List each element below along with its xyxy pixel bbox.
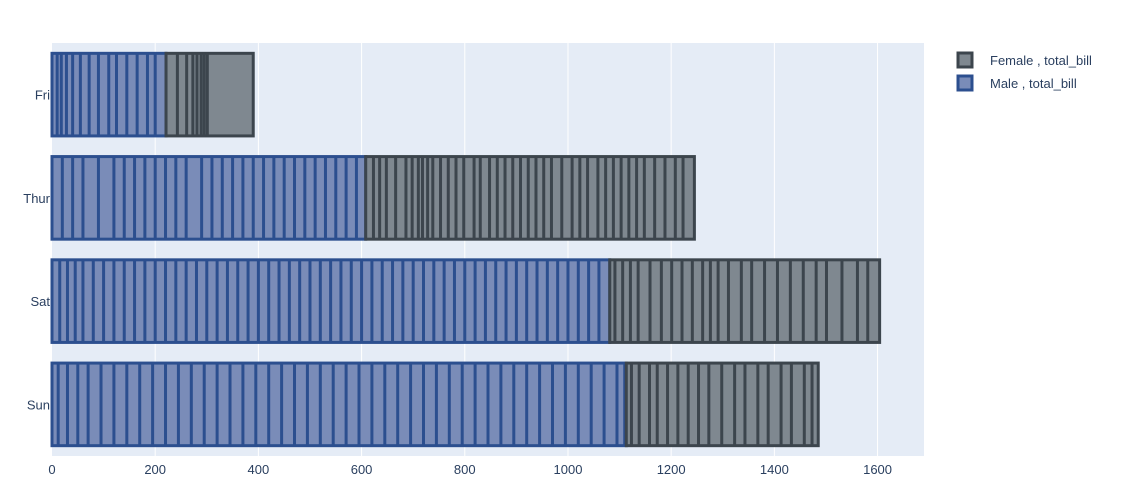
x-tick-label-8: 1600 xyxy=(863,462,892,477)
bar-fill-male-sun xyxy=(50,361,628,448)
legend-item-female[interactable]: Female , total_bill xyxy=(956,51,1092,69)
x-tick-label-2: 400 xyxy=(248,462,270,477)
bar-male-fri xyxy=(50,51,168,138)
bar-male-thur xyxy=(50,155,368,241)
x-axis: 0 200 400 600 800 1000 1200 1400 1600 xyxy=(48,462,892,477)
y-tick-label-sun: Sun xyxy=(27,397,50,412)
bar-fill-female-thur xyxy=(364,155,696,241)
bar-fill-female-fri xyxy=(164,51,255,138)
x-tick-label-1: 200 xyxy=(144,462,166,477)
y-tick-label-sat: Sat xyxy=(30,294,50,309)
bar-female-sun xyxy=(624,361,820,448)
bar-female-sat xyxy=(608,258,882,344)
legend-label-female: Female , total_bill xyxy=(990,53,1092,68)
legend-label-male: Male , total_bill xyxy=(990,76,1077,91)
legend-swatch-female xyxy=(956,51,974,69)
bar-female-thur xyxy=(364,155,696,241)
bar-female-fri xyxy=(164,51,255,138)
bar-male-sat xyxy=(50,258,612,344)
x-tick-label-6: 1200 xyxy=(657,462,686,477)
x-tick-label-7: 1400 xyxy=(760,462,789,477)
legend-item-male[interactable]: Male , total_bill xyxy=(956,74,1077,92)
y-axis: Fri Thur Sat Sun xyxy=(23,88,50,413)
x-tick-label-3: 600 xyxy=(351,462,373,477)
y-tick-label-thur: Thur xyxy=(23,191,50,206)
bar-layer xyxy=(50,51,882,448)
legend-swatch-male xyxy=(956,74,974,92)
bar-male-sun xyxy=(50,361,628,448)
bar-fill-male-thur xyxy=(50,155,368,241)
x-tick-label-4: 800 xyxy=(454,462,476,477)
legend: Female , total_bill Male , total_bill xyxy=(956,51,1092,92)
x-tick-label-5: 1000 xyxy=(554,462,583,477)
x-tick-label-0: 0 xyxy=(48,462,55,477)
bar-fill-female-sat xyxy=(608,258,882,344)
y-tick-label-fri: Fri xyxy=(35,88,50,103)
